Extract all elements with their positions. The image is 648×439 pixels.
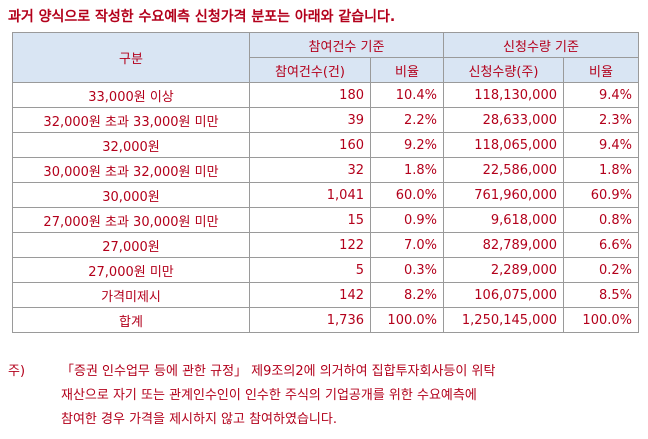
row-count: 15 [249,207,371,233]
row-count: 1,736 [249,307,371,333]
row-qty-ratio: 2.3% [563,107,639,133]
row-label: 가격미제시 [12,282,250,308]
row-qty: 118,130,000 [443,82,564,108]
footnote-text: 「증권 인수업무 등에 관한 규정」 제9조의2에 의거하여 집합투자회사등이 … [61,360,640,432]
row-qty-ratio: 60.9% [563,182,639,208]
table-row: 27,000원 초과 30,000원 미만 15 0.9% 9,618,000 … [12,207,639,233]
row-qty: 761,960,000 [443,182,564,208]
footnote-line: 「증권 인수업무 등에 관한 규정」 제9조의2에 의거하여 집합투자회사등이 … [61,364,496,379]
header-qty-ratio: 비율 [563,57,639,83]
table-row: 가격미제시 142 8.2% 106,075,000 8.5% [12,282,639,308]
row-qty: 1,250,145,000 [443,307,564,333]
row-count-ratio: 60.0% [370,182,444,208]
row-qty-ratio: 9.4% [563,132,639,158]
row-qty: 22,586,000 [443,157,564,183]
row-qty-ratio: 9.4% [563,82,639,108]
row-count-ratio: 7.0% [370,232,444,258]
row-count-ratio: 0.9% [370,207,444,233]
row-label: 32,000원 [12,132,250,158]
row-count-ratio: 1.8% [370,157,444,183]
row-count: 180 [249,82,371,108]
footnote-line: 재산으로 자기 또는 관계인수인이 인수한 주식의 기업공개를 위한 수요예측에 [61,388,477,403]
header-count-ratio: 비율 [370,57,444,83]
table-body: 33,000원 이상 180 10.4% 118,130,000 9.4% 32… [12,82,639,333]
row-count-ratio: 10.4% [370,82,444,108]
header-group-qty: 신청수량 기준 [443,32,639,58]
row-label: 27,000원 초과 30,000원 미만 [12,207,250,233]
distribution-table: 구분 참여건수 기준 신청수량 기준 참여건수(건) 비율 신청수량(주) 비율… [12,32,639,333]
row-qty-ratio: 0.8% [563,207,639,233]
row-count: 39 [249,107,371,133]
row-qty-ratio: 6.6% [563,232,639,258]
row-qty: 82,789,000 [443,232,564,258]
table-row: 27,000원 미만 5 0.3% 2,289,000 0.2% [12,257,639,283]
row-count-ratio: 8.2% [370,282,444,308]
footnote-line: 참여한 경우 가격을 제시하지 않고 참여하였습니다. [61,412,337,427]
header-qty: 신청수량(주) [443,57,564,83]
row-qty: 9,618,000 [443,207,564,233]
table-total-row: 합계 1,736 100.0% 1,250,145,000 100.0% [12,307,639,333]
row-label: 33,000원 이상 [12,82,250,108]
table-row: 33,000원 이상 180 10.4% 118,130,000 9.4% [12,82,639,108]
row-qty-ratio: 100.0% [563,307,639,333]
row-qty: 118,065,000 [443,132,564,158]
row-qty-ratio: 8.5% [563,282,639,308]
row-count: 5 [249,257,371,283]
table-row: 30,000원 초과 32,000원 미만 32 1.8% 22,586,000… [12,157,639,183]
row-count-ratio: 100.0% [370,307,444,333]
table-header: 구분 참여건수 기준 신청수량 기준 참여건수(건) 비율 신청수량(주) 비율 [12,32,639,83]
row-count: 160 [249,132,371,158]
header-count: 참여건수(건) [249,57,371,83]
page-heading: 과거 양식으로 작성한 수요예측 신청가격 분포는 아래와 같습니다. [8,9,396,25]
table-row: 32,000원 160 9.2% 118,065,000 9.4% [12,132,639,158]
row-label: 합계 [12,307,250,333]
row-count-ratio: 9.2% [370,132,444,158]
row-count-ratio: 2.2% [370,107,444,133]
table-row: 27,000원 122 7.0% 82,789,000 6.6% [12,232,639,258]
row-qty-ratio: 1.8% [563,157,639,183]
row-qty: 106,075,000 [443,282,564,308]
row-label: 27,000원 [12,232,250,258]
row-count: 142 [249,282,371,308]
row-qty: 28,633,000 [443,107,564,133]
row-count-ratio: 0.3% [370,257,444,283]
header-category: 구분 [12,32,250,83]
header-group-count: 참여건수 기준 [249,32,444,58]
row-label: 32,000원 초과 33,000원 미만 [12,107,250,133]
table-row: 30,000원 1,041 60.0% 761,960,000 60.9% [12,182,639,208]
row-label: 30,000원 초과 32,000원 미만 [12,157,250,183]
table-row: 32,000원 초과 33,000원 미만 39 2.2% 28,633,000… [12,107,639,133]
footnote-mark: 주) [8,364,26,379]
row-qty-ratio: 0.2% [563,257,639,283]
row-count: 1,041 [249,182,371,208]
footnote: 주) 「증권 인수업무 등에 관한 규정」 제9조의2에 의거하여 집합투자회사… [8,360,640,432]
row-count: 32 [249,157,371,183]
row-label: 30,000원 [12,182,250,208]
row-label: 27,000원 미만 [12,257,250,283]
row-count: 122 [249,232,371,258]
row-qty: 2,289,000 [443,257,564,283]
